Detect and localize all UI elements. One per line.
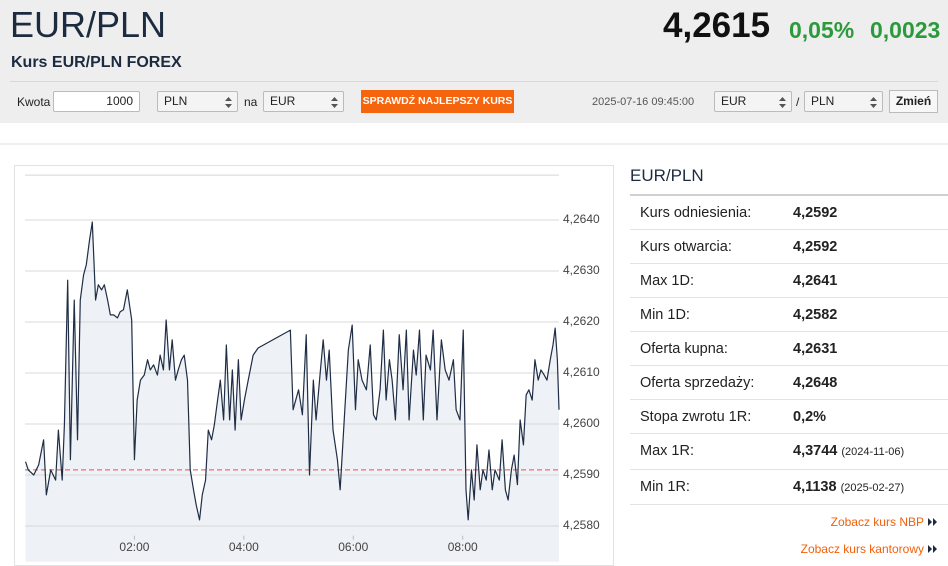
base-select[interactable]: EUR: [714, 91, 792, 112]
stat-number: 4,2631: [793, 341, 838, 357]
select-arrows: [779, 97, 786, 108]
y-tick-label: 4,2640: [563, 212, 600, 226]
separator: [10, 81, 938, 82]
link-arrows: [928, 518, 937, 526]
from-select[interactable]: PLN: [157, 91, 238, 112]
stat-value: 4,1138 (2025-02-27): [793, 479, 904, 495]
stat-value: 4,2648: [793, 375, 837, 391]
stats-row: Kurs otwarcia: 4,2592: [630, 230, 948, 264]
stat-value: 4,2592: [793, 205, 837, 221]
stat-number: 4,1138: [793, 478, 837, 495]
divider: [0, 143, 948, 145]
stat-number: 4,2582: [793, 307, 838, 323]
x-tick-label: 08:00: [448, 540, 478, 554]
stats-row: Min 1D: 4,2582: [630, 298, 948, 332]
stat-value: 4,2641: [793, 273, 837, 289]
change-value: 0,0023: [870, 17, 941, 43]
price-line: [24, 221, 560, 521]
select-arrows: [331, 97, 338, 108]
x-tick-label: 02:00: [119, 540, 149, 554]
stat-label: Oferta sprzedaży:: [640, 375, 755, 391]
select-arrows: [870, 97, 877, 108]
stats-row: Max 1D: 4,2641: [630, 264, 948, 298]
stat-value: 0,2%: [793, 409, 826, 425]
stat-label: Max 1R:: [640, 443, 694, 459]
stat-label: Stopa zwrotu 1R:: [640, 409, 752, 425]
amount-input[interactable]: 1000: [53, 91, 140, 112]
y-tick-label: 4,2580: [563, 518, 600, 532]
exchange-link[interactable]: Zobacz kurs kantorowy: [801, 542, 924, 556]
change-button[interactable]: Zmień: [889, 90, 938, 113]
chart: 4,2580 4,2590 4,2600 4,2610 4,2620 4,2630 4,26…: [24, 174, 600, 562]
stat-number: 4,2648: [793, 375, 838, 391]
stat-value: 4,2582: [793, 307, 837, 323]
select-value: PLN: [164, 94, 188, 108]
to-select[interactable]: EUR: [263, 91, 344, 112]
y-tick-label: 4,2590: [563, 467, 600, 481]
stat-value: 4,2592: [793, 239, 837, 255]
select-value: EUR: [721, 94, 747, 108]
stats-row: Kurs odniesienia: 4,2592: [630, 196, 948, 230]
link-text: Zobacz kurs kantorowy: [800, 542, 924, 556]
select-value: EUR: [270, 94, 296, 108]
stat-number: 4,2641: [793, 273, 838, 289]
y-tick-label: 4,2630: [563, 263, 600, 277]
stat-label: Kurs otwarcia:: [640, 239, 732, 255]
stat-label: Oferta kupna:: [640, 341, 728, 357]
nbp-link[interactable]: Zobacz kurs NBP: [831, 515, 924, 529]
stat-value: 4,2631: [793, 341, 837, 357]
stats-rule: [630, 194, 948, 196]
y-tick-label: 4,2620: [563, 314, 600, 328]
stat-value: 4,3744 (2024-11-06): [793, 443, 904, 459]
stat-number: 4,2592: [793, 205, 838, 221]
link-arrows: [928, 545, 937, 553]
stat-label: Min 1D:: [640, 307, 690, 323]
change-percent: 0,05%: [789, 17, 855, 43]
x-tick-label: 04:00: [229, 540, 259, 554]
link-text: Zobacz kurs NBP: [830, 515, 924, 529]
stats-row: Stopa zwrotu 1R: 0,2%: [630, 400, 948, 434]
price: 4,2615: [663, 6, 771, 45]
stat-number: 0,2%: [793, 409, 827, 425]
stat-date: (2024-11-06): [841, 446, 905, 458]
stats-title: EUR/PLN: [630, 166, 704, 185]
amount-label: Kwota: [17, 95, 51, 109]
stat-number: 4,2592: [793, 239, 838, 255]
select-value: PLN: [811, 94, 835, 108]
stats-row: Min 1R: 4,1138 (2025-02-27): [630, 470, 948, 505]
stat-label: Kurs odniesienia:: [640, 205, 752, 221]
quote-select[interactable]: PLN: [804, 91, 883, 112]
page-subtitle: Kurs EUR/PLN FOREX: [11, 54, 182, 71]
y-tick-label: 4,2610: [563, 365, 600, 379]
timestamp: 2025-07-16 09:45:00: [592, 96, 695, 108]
stats-row: Oferta kupna: 4,2631: [630, 332, 948, 366]
to-label: na: [244, 95, 258, 109]
stat-label: Max 1D:: [640, 273, 694, 289]
stats-row: Oferta sprzedaży: 4,2648: [630, 366, 948, 400]
stat-date: (2025-02-27): [840, 481, 905, 494]
select-arrows: [225, 97, 232, 108]
page-title: EUR/PLN: [10, 4, 167, 45]
stat-number: 4,3744: [793, 443, 838, 459]
x-tick-label: 06:00: [338, 540, 368, 554]
stats-row: Max 1R: 4,3744 (2024-11-06): [630, 434, 948, 470]
stat-label: Min 1R:: [640, 478, 690, 495]
pair-separator: /: [796, 95, 800, 109]
best-rate-button[interactable]: SPRAWDŹ NAJLEPSZY KURS: [361, 90, 514, 113]
y-tick-label: 4,2600: [563, 416, 600, 430]
